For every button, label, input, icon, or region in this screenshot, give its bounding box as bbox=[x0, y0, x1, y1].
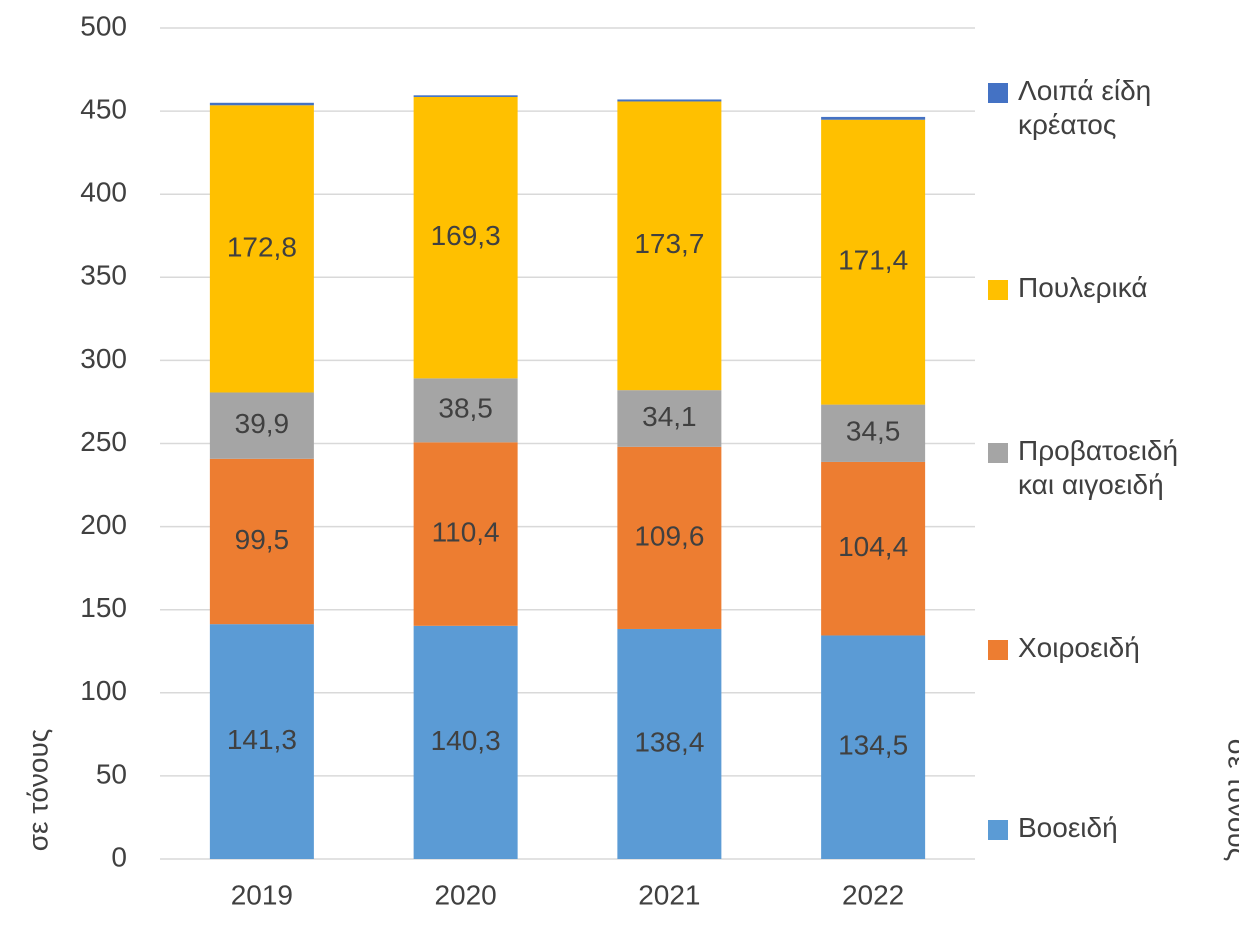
y-tick-label: 500 bbox=[80, 10, 127, 41]
bar-segment bbox=[821, 116, 926, 120]
legend-label: Λοιπά είδη κρέατος bbox=[1018, 75, 1159, 140]
x-tick-label: 2021 bbox=[638, 879, 700, 910]
bar-segment bbox=[617, 390, 722, 447]
x-tick-label: 2022 bbox=[842, 879, 904, 910]
legend-swatch bbox=[988, 443, 1008, 463]
legend-swatch bbox=[988, 820, 1008, 840]
y-tick-label: 0 bbox=[111, 841, 127, 872]
y-tick-label: 50 bbox=[96, 758, 127, 789]
data-label: 134,5 bbox=[838, 730, 908, 761]
x-tick-label: 2020 bbox=[434, 879, 496, 910]
y-tick-label: 250 bbox=[80, 426, 127, 457]
data-label: 140,3 bbox=[431, 725, 501, 756]
y-axis-label: σε τόνους bbox=[22, 729, 53, 852]
legend-line: κρέατος bbox=[1018, 109, 1116, 140]
bar-segment bbox=[821, 119, 926, 405]
y-tick-label: 350 bbox=[80, 260, 127, 291]
legend-line: Χοιροειδή bbox=[1018, 632, 1140, 663]
bar-segment bbox=[617, 446, 722, 629]
legend-line: Βοοειδή bbox=[1018, 812, 1118, 843]
data-label: 138,4 bbox=[634, 726, 704, 757]
bar-segment bbox=[209, 624, 314, 859]
data-label: 172,8 bbox=[227, 231, 297, 262]
data-label: 99,5 bbox=[235, 524, 290, 555]
data-label: 109,6 bbox=[634, 520, 704, 551]
bar-segment bbox=[209, 102, 314, 106]
data-label: 39,9 bbox=[235, 408, 290, 439]
data-label: 38,5 bbox=[438, 393, 493, 424]
y-tick-label: 100 bbox=[80, 675, 127, 706]
y-axis-label-secondary: σε τόνους bbox=[1223, 739, 1239, 862]
data-label: 34,1 bbox=[642, 401, 697, 432]
bar-segment bbox=[413, 442, 518, 626]
bar-segment bbox=[209, 392, 314, 459]
data-label: 173,7 bbox=[634, 228, 704, 259]
bar-segment bbox=[617, 628, 722, 859]
legend-line: Πουλερικά bbox=[1018, 272, 1148, 303]
bar-segment bbox=[617, 101, 722, 391]
legend-line: Λοιπά είδη bbox=[1018, 75, 1159, 106]
data-label: 110,4 bbox=[432, 516, 500, 547]
y-tick-label: 300 bbox=[80, 343, 127, 374]
bar-segment bbox=[413, 95, 518, 97]
bar-segment bbox=[209, 458, 314, 625]
bar-segment bbox=[413, 96, 518, 379]
data-label: 171,4 bbox=[838, 245, 908, 276]
legend-label: Πουλερικά bbox=[1018, 272, 1148, 303]
legend-swatch bbox=[988, 280, 1008, 300]
legend-line: Προβατοειδή bbox=[1018, 435, 1186, 466]
bar-segment bbox=[821, 461, 926, 636]
bar-segment bbox=[413, 625, 518, 859]
bar-segment bbox=[617, 99, 722, 102]
x-tick-label: 2019 bbox=[231, 879, 293, 910]
data-label: 34,5 bbox=[846, 416, 901, 447]
bar-segment bbox=[821, 635, 926, 859]
y-tick-label: 450 bbox=[80, 93, 127, 124]
legend-swatch bbox=[988, 640, 1008, 660]
y-tick-label: 400 bbox=[80, 177, 127, 208]
bar-segment bbox=[209, 105, 314, 393]
bar-segment bbox=[821, 404, 926, 462]
legend-label: Χοιροειδή bbox=[1018, 632, 1140, 663]
data-label: 169,3 bbox=[431, 220, 501, 251]
y-tick-label: 150 bbox=[80, 592, 127, 623]
bar-segment bbox=[413, 378, 518, 443]
legend-swatch bbox=[988, 83, 1008, 103]
legend-label: Προβατοειδή και αιγοειδή bbox=[1018, 435, 1186, 500]
data-label: 104,4 bbox=[838, 531, 908, 562]
data-label: 141,3 bbox=[227, 724, 297, 755]
legend-line: και αιγοειδή bbox=[1018, 469, 1164, 500]
y-tick-label: 200 bbox=[80, 509, 127, 540]
legend-label: Βοοειδή bbox=[1018, 812, 1118, 843]
